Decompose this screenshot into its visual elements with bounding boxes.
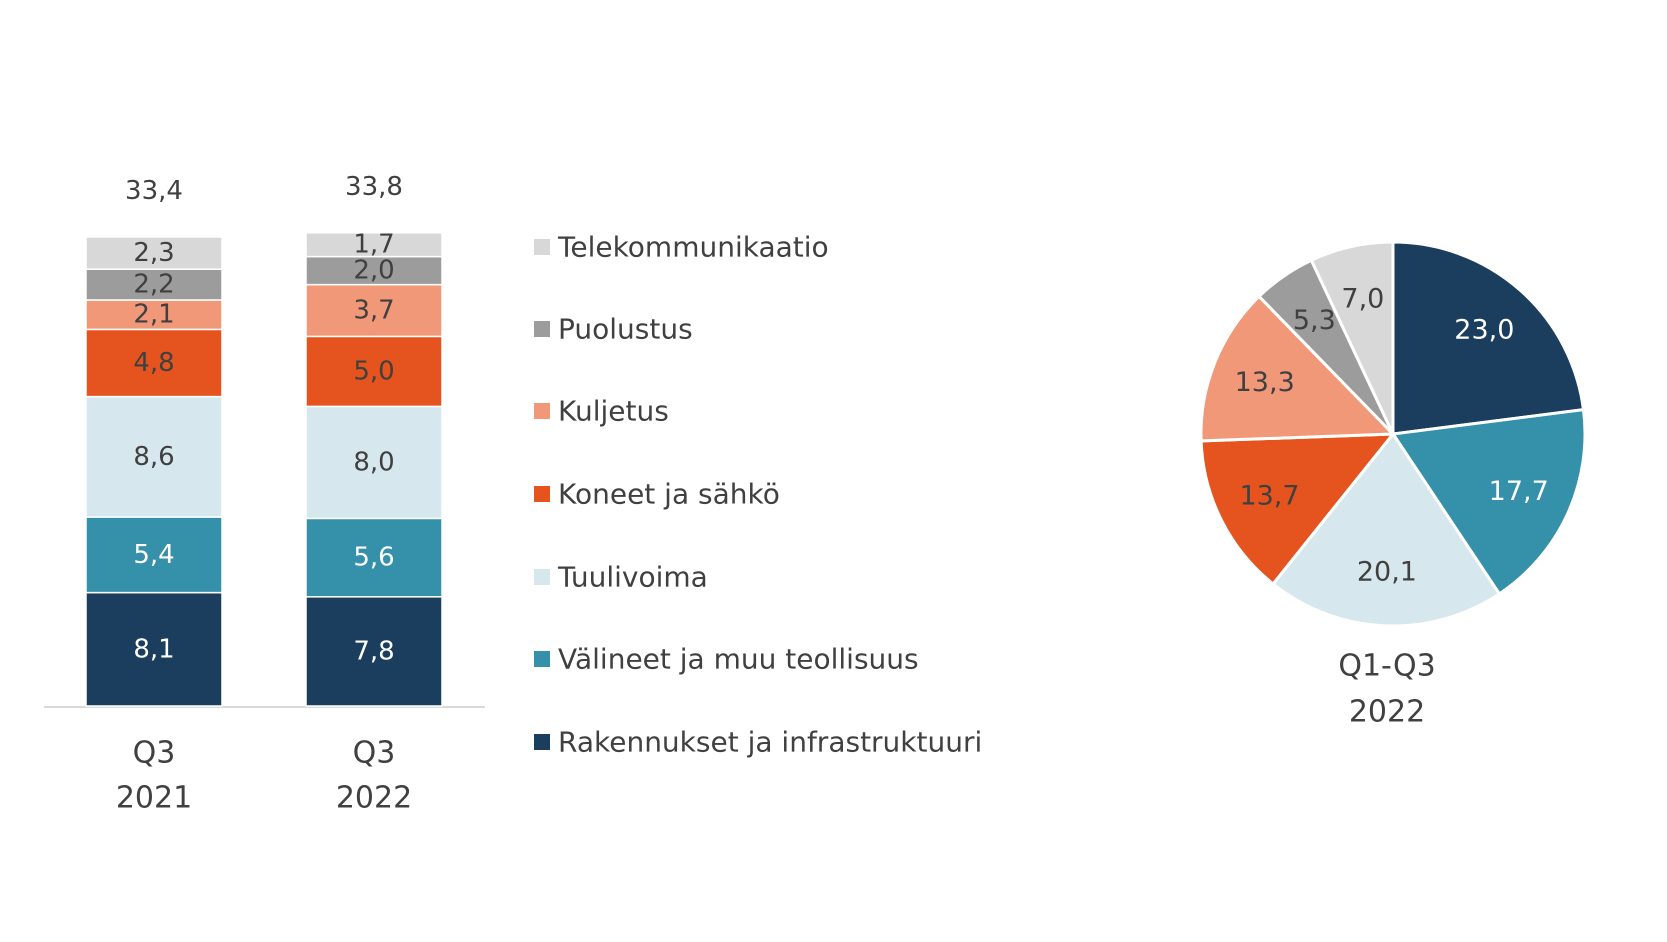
legend-swatch (534, 734, 550, 750)
bar-total-label: 33,4 (125, 176, 183, 206)
bar-segment-label: 3,7 (353, 296, 394, 326)
bar-segment (305, 255, 443, 286)
bar-segment-label: 2,0 (353, 256, 394, 286)
bar-segment-label: 1,7 (353, 230, 394, 260)
legend-swatch (534, 486, 550, 502)
bar-segment (85, 268, 223, 301)
pie-slice-label: 20,1 (1357, 557, 1417, 588)
bar-segment (85, 236, 223, 270)
bar-segment-label: 5,0 (353, 356, 394, 386)
bar-segment (305, 232, 443, 258)
pie-slice (1270, 431, 1502, 628)
bar-segment (85, 591, 223, 707)
bar-segment (305, 405, 443, 520)
bar-segment (85, 299, 223, 331)
pie-slice-label: 13,3 (1235, 367, 1295, 398)
bar-segment (305, 283, 443, 338)
bar-total-label: 33,8 (345, 172, 403, 202)
legend-label: Puolustus (558, 313, 693, 346)
pie-slice-label: 13,7 (1239, 481, 1299, 512)
pie-slice (1199, 432, 1397, 587)
bar-segment-label: 8,6 (133, 442, 174, 472)
legend-swatch (534, 239, 550, 255)
x-tick-label: 2021 (116, 781, 192, 816)
bar-segment-label: 7,8 (353, 636, 394, 666)
pie-slice-label: 5,3 (1293, 305, 1336, 336)
x-tick-label: 2022 (336, 781, 412, 816)
x-tick-label: Q3 (133, 736, 176, 771)
pie-caption: Q1-Q3 (1338, 649, 1435, 684)
bar-segment-label: 4,8 (133, 348, 174, 378)
pie-caption: 2022 (1349, 695, 1425, 730)
legend-label: Koneet ja sähkö (558, 478, 780, 511)
pie-slice (1391, 240, 1586, 436)
legend-label: Tuulivoima (557, 561, 708, 594)
pie-slice-label: 7,0 (1341, 284, 1384, 315)
legend-swatch (534, 651, 550, 667)
bar-segment-label: 5,6 (353, 543, 394, 573)
pie-slice-label: 17,7 (1489, 476, 1549, 507)
legend-label: Rakennukset ja infrastruktuuri (558, 726, 982, 759)
pie-slice-label: 23,0 (1454, 315, 1514, 346)
bar-segment (305, 335, 443, 408)
bar-segment-label: 8,1 (133, 634, 174, 664)
pie-slice (1390, 407, 1587, 596)
legend-label: Välineet ja muu teollisuus (558, 643, 919, 676)
bar-segment (305, 596, 443, 707)
bar-segment (305, 517, 443, 598)
legend-swatch (534, 321, 550, 337)
bar-segment (85, 516, 223, 594)
bar-segment-label: 2,2 (133, 270, 174, 300)
legend-swatch (534, 403, 550, 419)
bar-segment-label: 2,3 (133, 238, 174, 268)
x-tick-label: Q3 (353, 736, 396, 771)
legend-label: Kuljetus (558, 395, 669, 428)
pie-slice (1199, 294, 1397, 443)
bar-segment-label: 8,0 (353, 447, 394, 477)
bar-segment-label: 2,1 (133, 300, 174, 330)
bar-segment-label: 5,4 (133, 540, 174, 570)
pie-slice (1309, 240, 1395, 435)
legend-label: Telekommunikaatio (557, 231, 829, 264)
legend-swatch (534, 569, 550, 585)
bar-segment (85, 328, 223, 398)
